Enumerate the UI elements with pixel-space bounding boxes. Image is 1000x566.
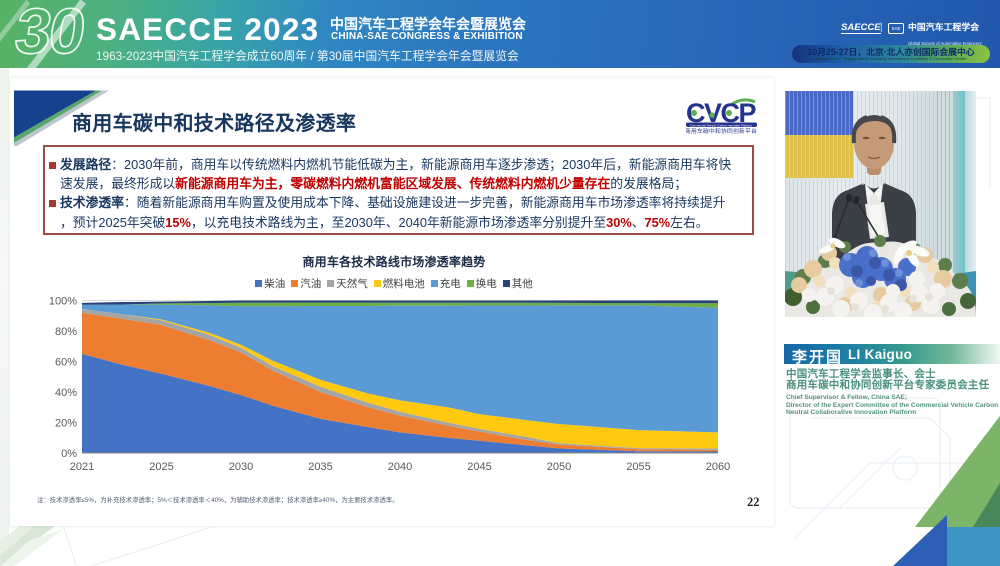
- svg-text:2035: 2035: [308, 461, 332, 473]
- svg-text:Commercial Vehicle Carbon-neut: Commercial Vehicle Carbon-neutrality Pla…: [690, 123, 753, 127]
- svg-text:2025: 2025: [149, 461, 173, 473]
- svg-text:2055: 2055: [626, 461, 650, 473]
- svg-text:2030: 2030: [229, 461, 253, 473]
- svg-text:80%: 80%: [55, 326, 77, 338]
- svg-text:商用车碳中和协同创新平台: 商用车碳中和协同创新平台: [686, 127, 757, 134]
- svg-text:2050: 2050: [547, 461, 571, 473]
- svg-text:0%: 0%: [61, 448, 77, 460]
- svg-text:2060: 2060: [706, 461, 730, 473]
- svg-text:2021: 2021: [70, 461, 94, 473]
- svg-text:2045: 2045: [467, 461, 491, 473]
- svg-text:2040: 2040: [388, 461, 412, 473]
- svg-text:40%: 40%: [55, 387, 77, 399]
- svg-text:100%: 100%: [49, 296, 77, 308]
- svg-text:20%: 20%: [55, 418, 77, 430]
- svg-text:60%: 60%: [55, 357, 77, 369]
